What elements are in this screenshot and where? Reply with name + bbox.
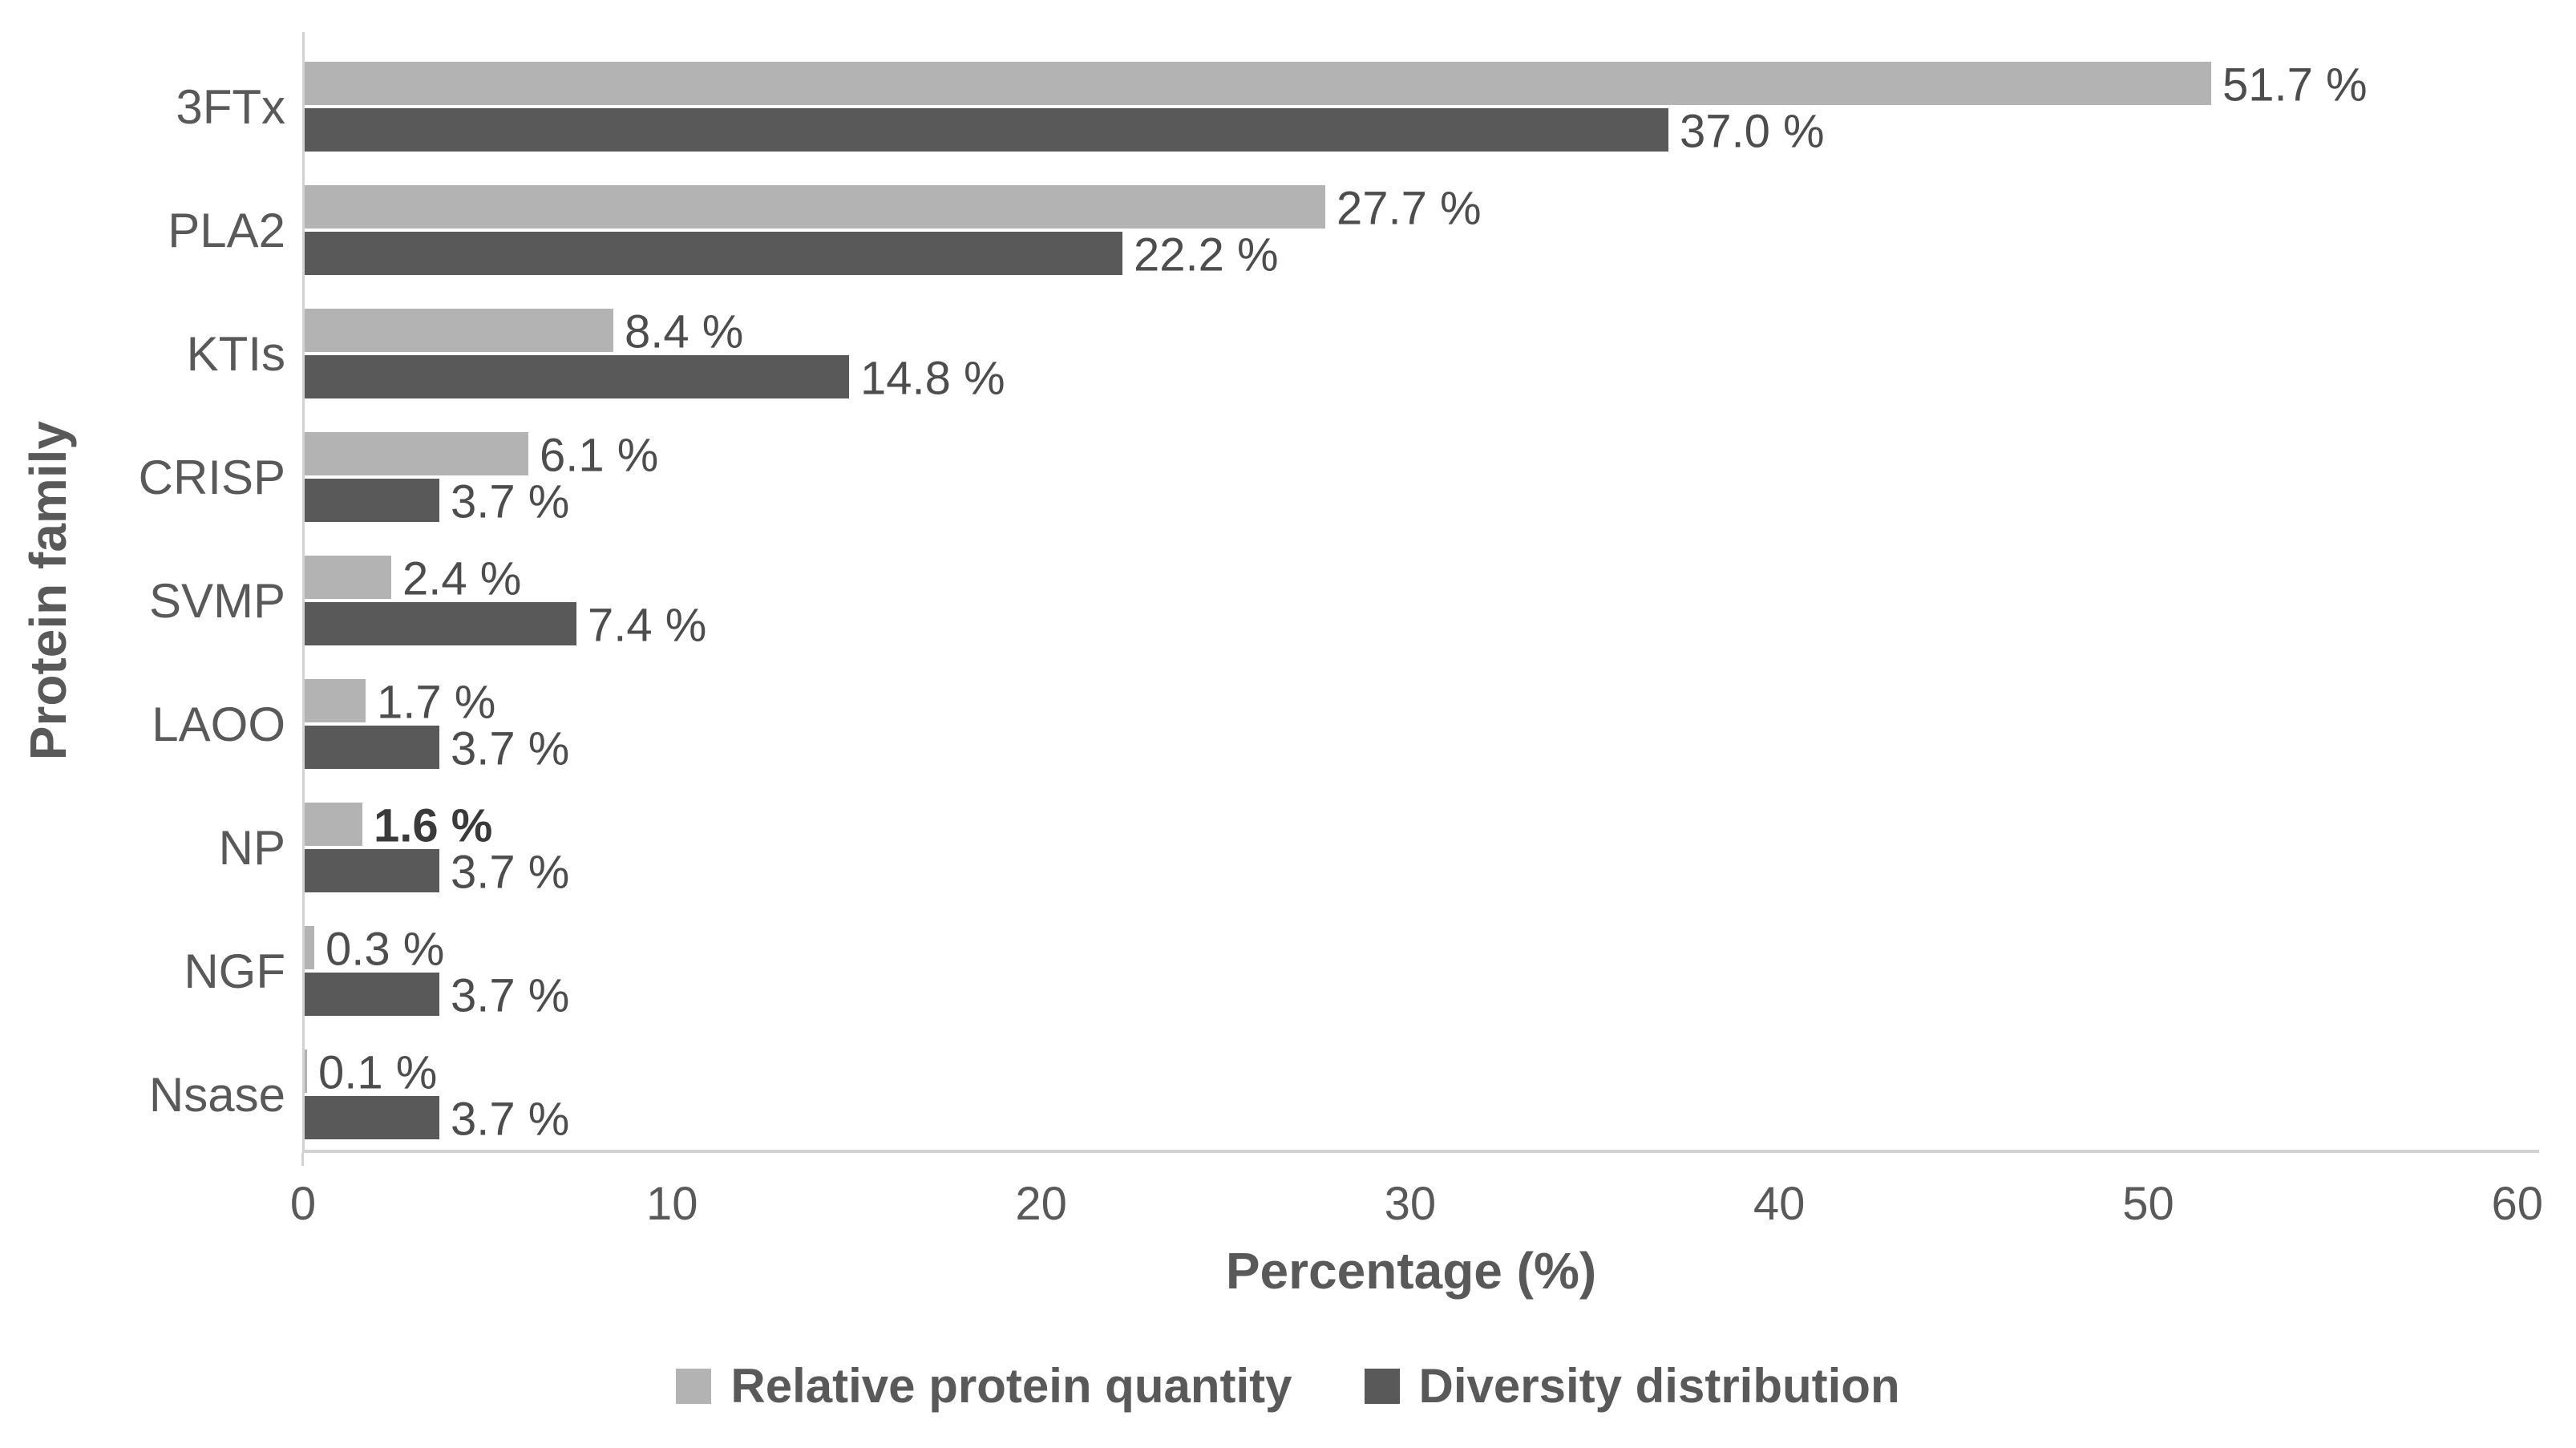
bar-diversity-distribution: [303, 973, 439, 1016]
bar-diversity-distribution: [303, 108, 1668, 152]
value-label-relative-protein-quantity: 27.7 %: [1337, 182, 1482, 235]
bar-relative-protein-quantity: [303, 926, 314, 969]
value-label-diversity-distribution: 22.2 %: [1134, 229, 1279, 281]
x-axis-zero-tick: [301, 1153, 304, 1166]
legend-item-relative-protein-quantity: Relative protein quantity: [676, 1358, 1292, 1414]
bar-relative-protein-quantity: [303, 309, 613, 352]
category-label-crisp: CRISP: [138, 450, 285, 504]
value-label-relative-protein-quantity: 1.7 %: [377, 676, 496, 729]
value-label-diversity-distribution: 7.4 %: [588, 599, 707, 652]
value-label-relative-protein-quantity: 51.7 %: [2222, 59, 2368, 111]
value-label-diversity-distribution: 14.8 %: [860, 352, 1005, 405]
value-label-relative-protein-quantity: 2.4 %: [402, 552, 522, 605]
value-label-relative-protein-quantity: 0.3 %: [326, 923, 445, 976]
category-label-nsase: Nsase: [148, 1067, 285, 1122]
bar-diversity-distribution: [303, 479, 439, 522]
bar-relative-protein-quantity: [303, 803, 362, 846]
value-label-relative-protein-quantity: 8.4 %: [625, 305, 744, 358]
bar-diversity-distribution: [303, 1096, 439, 1139]
bar-relative-protein-quantity: [303, 185, 1325, 229]
legend: Relative protein quantity Diversity distr…: [0, 1358, 2576, 1414]
x-tick-label-60: 60: [2491, 1178, 2544, 1230]
value-label-diversity-distribution: 3.7 %: [451, 846, 570, 899]
bar-diversity-distribution: [303, 232, 1122, 275]
category-label-3ftx: 3FTx: [176, 79, 285, 134]
legend-item-diversity-distribution: Diversity distribution: [1364, 1358, 1900, 1414]
x-tick-label-40: 40: [1753, 1178, 1806, 1230]
bar-diversity-distribution: [303, 726, 439, 769]
legend-swatch-relative-protein-quantity: [676, 1368, 712, 1404]
value-label-relative-protein-quantity: 6.1 %: [540, 429, 659, 482]
category-label-laoo: LAOO: [152, 697, 285, 751]
category-label-svmp: SVMP: [148, 573, 285, 628]
x-tick-label-0: 0: [289, 1178, 317, 1230]
bar-diversity-distribution: [303, 602, 576, 645]
value-label-diversity-distribution: 3.7 %: [451, 722, 570, 775]
bar-diversity-distribution: [303, 849, 439, 892]
bar-relative-protein-quantity: [303, 1050, 307, 1093]
x-tick-label-10: 10: [646, 1178, 698, 1230]
category-label-np: NP: [218, 820, 285, 875]
bar-relative-protein-quantity: [303, 62, 2211, 105]
bar-diversity-distribution: [303, 355, 849, 398]
x-tick-label-50: 50: [2122, 1178, 2174, 1230]
bar-relative-protein-quantity: [303, 679, 366, 722]
legend-swatch-diversity-distribution: [1364, 1368, 1400, 1404]
x-axis-title: Percentage (%): [1225, 1242, 1597, 1300]
value-label-relative-protein-quantity: 0.1 %: [318, 1046, 438, 1099]
legend-label-diversity-distribution: Diversity distribution: [1418, 1359, 1900, 1413]
value-label-diversity-distribution: 3.7 %: [451, 475, 570, 528]
x-tick-label-20: 20: [1015, 1178, 1067, 1230]
bar-relative-protein-quantity: [303, 432, 528, 475]
legend-label-relative-protein-quantity: Relative protein quantity: [730, 1359, 1292, 1413]
y-axis-line: [302, 32, 305, 1150]
x-tick-label-30: 30: [1384, 1178, 1437, 1230]
category-label-pla2: PLA2: [168, 203, 285, 257]
x-axis-line: [302, 1150, 2539, 1153]
category-label-ktis: KTIs: [186, 326, 285, 381]
category-label-ngf: NGF: [184, 944, 285, 998]
bar-relative-protein-quantity: [303, 556, 391, 599]
value-label-diversity-distribution: 37.0 %: [1680, 105, 1825, 158]
value-label-diversity-distribution: 3.7 %: [451, 969, 570, 1022]
value-label-relative-protein-quantity: 1.6 %: [374, 799, 493, 852]
value-label-diversity-distribution: 3.7 %: [451, 1093, 570, 1146]
